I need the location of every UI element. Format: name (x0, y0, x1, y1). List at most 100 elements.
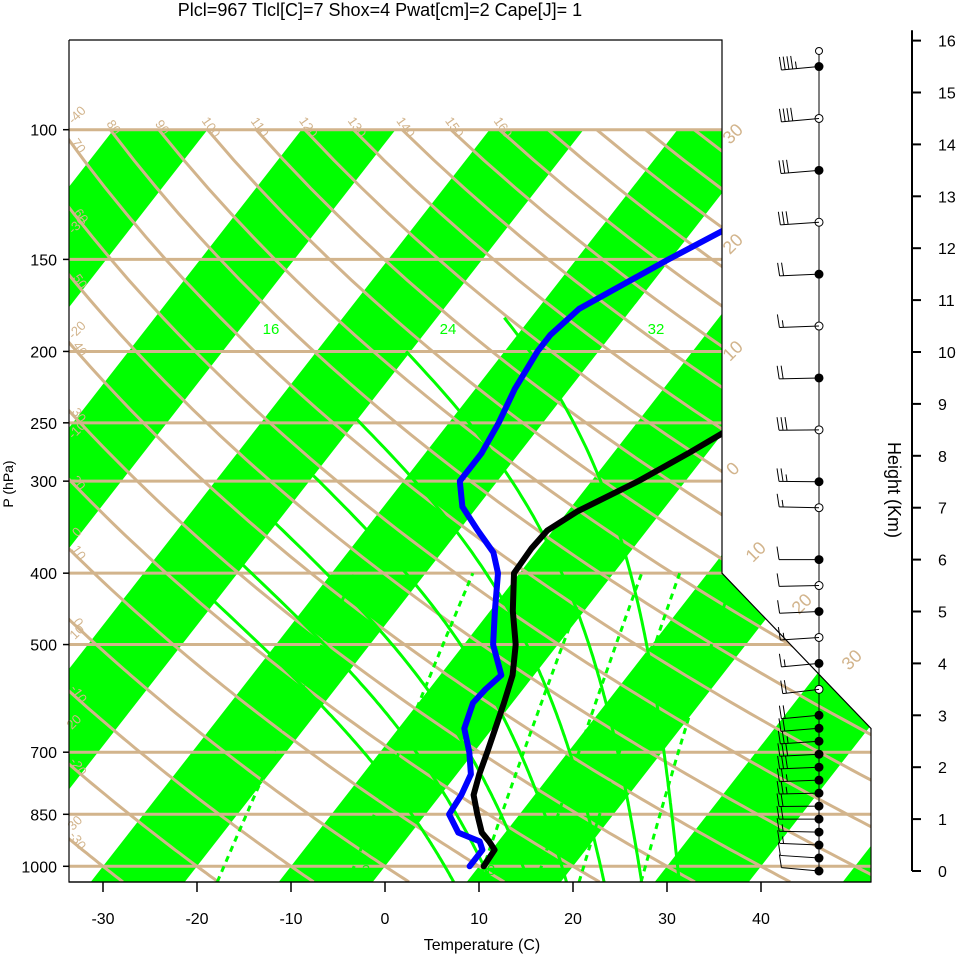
height-tick-label: 4 (938, 656, 947, 673)
wind-barb-feather (782, 56, 786, 70)
wind-barb-feather (776, 780, 780, 795)
wind-barb-staff (780, 221, 820, 226)
wind-barb-feather (776, 417, 780, 431)
mixing-ratio-line (346, 572, 475, 882)
wind-barb-feather (781, 755, 785, 769)
y-axis: 100 150 200 250 300 400 500 700 850 1000 (21, 123, 69, 876)
dewpoint-profile-line (446, 157, 871, 870)
wind-barb-staff (779, 377, 820, 380)
wind-barb-feather (777, 755, 781, 770)
wind-barb-feather (790, 55, 794, 70)
wind-barb-feather (778, 108, 782, 122)
wind-barb-half-feather (781, 824, 784, 832)
moist-adiabat-line (242, 564, 493, 882)
wind-barb-feather (781, 262, 785, 276)
height-tick-label: 2 (938, 760, 947, 777)
dry-adiabat-line (255, 128, 871, 882)
mixing-ratio-label: 24 (440, 321, 457, 338)
height-tick-label: 0 (938, 864, 947, 881)
wind-barb-feather (780, 780, 784, 795)
wind-barb-feather (782, 108, 786, 122)
wind-barb-feather (777, 600, 781, 614)
wind-barb-feather (776, 493, 780, 507)
wind-barb-half-feather (785, 474, 788, 482)
mixing-ratio-line (639, 572, 737, 882)
wind-barb-feather (783, 680, 787, 694)
wind-barb-feather (776, 546, 780, 560)
mixing-ratio-label: 16 (263, 321, 280, 338)
wind-barb-staff (779, 792, 820, 795)
dry-adiabat-label: 80 (104, 117, 125, 137)
wind-barb-feather (777, 842, 781, 856)
wind-barb-staff (779, 766, 820, 770)
x-axis: -30 -20 -10 0 10 20 30 40 (69, 881, 871, 928)
moist-adiabat-line (352, 415, 606, 882)
height-tick-label: 6 (938, 553, 947, 570)
wind-barb-feather (781, 730, 785, 744)
wind-barb-staff (780, 169, 820, 174)
wind-barb-staff (779, 325, 820, 328)
mixing-ratio-label: 3 (362, 862, 370, 879)
temperature-band (90, 129, 772, 882)
x-tick-label: 30 (658, 911, 676, 928)
dry-adiabat-line (69, 128, 871, 882)
wind-barb-staff (781, 117, 820, 123)
wind-barb-feather (780, 417, 784, 431)
dry-adiabat-label: 70 (68, 135, 89, 155)
y-tick-label: 100 (30, 123, 57, 140)
y-axis-label: P (hPa) (0, 460, 16, 507)
wind-barb-staff (779, 830, 820, 833)
temperature-band (69, 129, 208, 882)
wind-barb-feather (780, 680, 784, 694)
y-tick-label: 150 (30, 252, 57, 269)
x-tick-label: 10 (470, 911, 488, 928)
wind-barb-staff (779, 611, 820, 614)
wind-barb-half-feather (781, 499, 784, 507)
wind-barb-feather (780, 793, 784, 807)
isotherm-label: 10 (742, 538, 770, 566)
dry-adiabat-label: 100 (199, 114, 224, 140)
wind-barb-feather (778, 56, 782, 71)
wind-barb-column (776, 46, 824, 876)
wind-barb-feather (776, 768, 780, 782)
y-tick-label: 300 (30, 474, 57, 491)
dry-adiabat-label: 20 (68, 473, 89, 493)
dry-adiabat-line (69, 129, 410, 882)
height-tick-label: 8 (938, 449, 947, 466)
wind-barb-staff (781, 66, 820, 71)
wind-barb-feather (780, 806, 784, 820)
dry-adiabat-line (69, 128, 871, 882)
wind-barb-staff (780, 727, 820, 732)
moist-adiabat-line (211, 598, 455, 882)
wind-barb-feather (776, 365, 780, 379)
wind-barb-staff (782, 688, 820, 695)
wind-barb-feather (781, 743, 785, 757)
moist-adiabat-line (312, 474, 568, 882)
wind-barb-feather (777, 730, 781, 744)
x-tick-label: -30 (91, 911, 114, 928)
dry-adiabat-label: 150 (442, 114, 467, 140)
x-tick-label: 0 (381, 911, 390, 928)
dry-adiabat-line (206, 128, 871, 882)
wind-barb-staff (779, 779, 820, 783)
dry-adiabat-label: 140 (393, 114, 418, 140)
wind-barb-feather (786, 108, 790, 122)
wind-barb-feather (780, 365, 784, 379)
temperature-band (654, 129, 871, 882)
x-tick-label: -10 (279, 911, 302, 928)
wind-barb-half-feather (781, 320, 784, 328)
height-tick-label: 10 (938, 345, 956, 362)
wind-barb-feather (778, 705, 782, 719)
isotherm-label: 30 (719, 120, 747, 148)
wind-barb-feather (777, 626, 781, 641)
moist-adiabat-line (405, 350, 644, 882)
barb-top-marker (815, 46, 823, 55)
height-tick-label: 9 (938, 397, 947, 414)
height-tick-label: 1 (938, 812, 947, 829)
dry-adiabat-line (69, 128, 871, 882)
y-tick-label: 700 (30, 745, 57, 762)
y-tick-label: 250 (30, 416, 57, 433)
y-tick-label: 1000 (21, 859, 57, 876)
wind-barb-feather (776, 573, 780, 587)
wind-barb-feather (782, 717, 786, 732)
